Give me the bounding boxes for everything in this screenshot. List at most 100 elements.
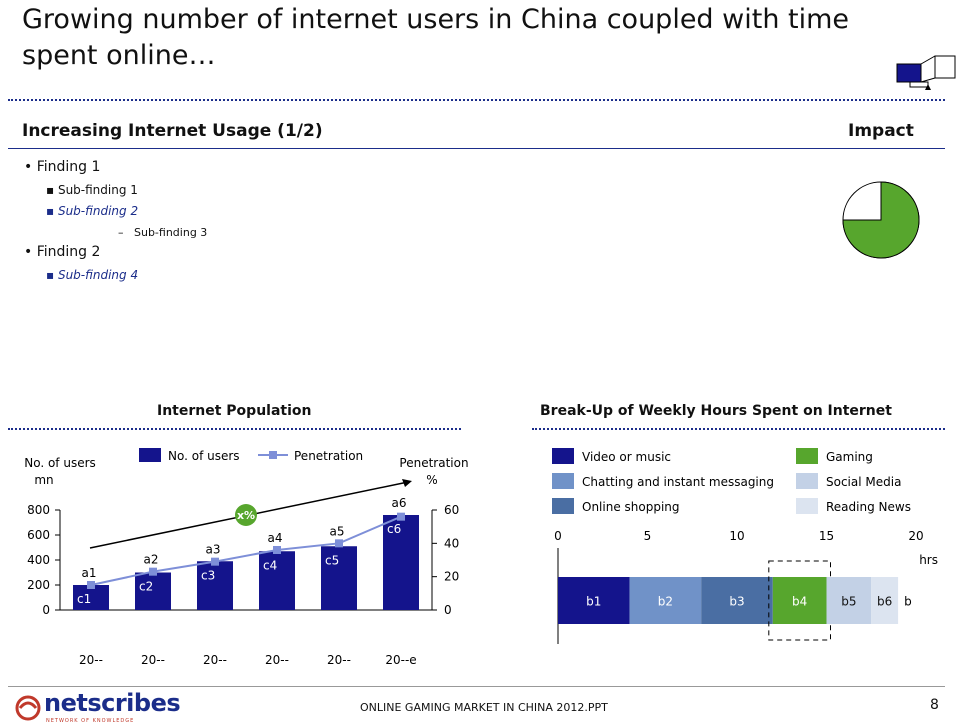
- chart-1-divider: [8, 428, 461, 430]
- stacked-segment: [558, 577, 630, 624]
- penetration-label: a6: [392, 496, 407, 510]
- x-tick-label: 20: [908, 529, 923, 543]
- cagr-bubble: [235, 504, 257, 526]
- penetration-line: [90, 515, 402, 586]
- x-tick-label: 20--: [141, 653, 165, 667]
- page-number: 8: [930, 697, 939, 713]
- weekly-hours-chart: Video or music Chatting and instant messa…: [552, 448, 938, 644]
- internet-population-chart: No. of users mn Penetration% No. of users Pe…: [24, 448, 469, 667]
- section-title: Increasing Internet Usage (1/2): [22, 121, 323, 141]
- stacked-segment: [871, 577, 899, 624]
- segment-label: b1: [586, 595, 601, 609]
- title-divider: [8, 99, 945, 101]
- legend-swatch: [552, 448, 574, 464]
- footer-divider: [8, 686, 945, 687]
- penetration-label: a4: [268, 531, 283, 545]
- x-tick-label: 20--: [327, 653, 351, 667]
- bar-label-users: c2: [139, 580, 153, 594]
- sub-finding-2-label: Sub-finding 2: [57, 204, 139, 218]
- trend-arrow-head: [402, 479, 412, 487]
- bar-users: [197, 561, 233, 610]
- slide-nav-icon: [896, 55, 956, 90]
- impact-pie-slice: [842, 181, 920, 259]
- chart-2-title: Break-Up of Weekly Hours Spent on Intern…: [540, 403, 892, 419]
- stacked-segment: [629, 577, 702, 624]
- segment-label: b3: [729, 595, 744, 609]
- y2-tick-label: 0: [444, 603, 452, 617]
- sub-finding-1: ▪ Sub-finding 1: [46, 183, 138, 197]
- segment-label: b2: [658, 595, 673, 609]
- segment-label: b4: [792, 595, 807, 609]
- penetration-label: a5: [330, 524, 345, 538]
- penetration-label: a2: [144, 553, 159, 567]
- penetration-label: a1: [82, 566, 97, 580]
- x-tick-label: 0: [554, 529, 562, 543]
- y-tick-label: 200: [27, 578, 50, 592]
- x-tick-label: 20--e: [385, 653, 416, 667]
- finding-1: • Finding 1: [24, 159, 101, 175]
- legend-label-users: No. of users: [168, 449, 240, 463]
- x-tick-label: 20--: [203, 653, 227, 667]
- chart-1-title: Internet Population: [157, 403, 312, 419]
- impact-label: Impact: [848, 121, 914, 141]
- y-axis-label: No. of users: [24, 456, 96, 470]
- sub-finding-4: ▪ Sub-finding 4: [46, 268, 139, 282]
- bar-users: [135, 572, 171, 610]
- footer-filename: ONLINE GAMING MARKET IN CHINA 2012.PPT: [360, 701, 608, 714]
- logo-tagline: NETWORK OF KNOWLEDGE: [46, 718, 135, 724]
- x-axis-unit: hrs: [919, 553, 938, 567]
- cagr-label: x%: [237, 509, 255, 522]
- logo-wordmark: netscribes: [44, 689, 181, 717]
- legend-swatch: [552, 473, 574, 489]
- total-label: b: [904, 595, 912, 609]
- sub-finding-4-label: Sub-finding 4: [57, 268, 139, 282]
- bar-label-users: c1: [77, 592, 91, 606]
- penetration-marker: [273, 546, 281, 554]
- sub-finding-1-label: Sub-finding 1: [57, 183, 138, 197]
- x-tick-label: 20--: [79, 653, 103, 667]
- penetration-label: a3: [206, 542, 221, 556]
- penetration-marker: [335, 539, 343, 548]
- legend-label: Gaming: [826, 450, 873, 464]
- bar-label-users: c4: [263, 558, 277, 572]
- bar-label-users: c6: [387, 522, 401, 536]
- legend-swatch: [796, 448, 818, 464]
- bar-users: [321, 546, 357, 610]
- bar-users: [73, 585, 109, 610]
- penetration-marker: [149, 567, 157, 576]
- sub-finding-3: – Sub-finding 3: [118, 226, 208, 239]
- y2-tick-label: 20: [444, 570, 459, 584]
- y-axis-unit: mn: [34, 473, 53, 487]
- stacked-segment: [772, 577, 827, 624]
- y-tick-label: 800: [27, 503, 50, 517]
- bar-users: [259, 551, 295, 610]
- x-tick-label: 5: [644, 529, 652, 543]
- legend-label: Online shopping: [582, 500, 680, 514]
- legend-label-penetration: Penetration: [294, 449, 363, 463]
- impact-pie: [842, 181, 920, 259]
- x-tick-label: 15: [819, 529, 834, 543]
- legend-swatch-users: [139, 448, 161, 462]
- y2-axis-unit: %: [426, 473, 437, 487]
- y-tick-label: 0: [42, 603, 50, 617]
- stacked-segment: [826, 577, 872, 624]
- bar-label-users: c5: [325, 553, 339, 567]
- y-tick-label: 400: [27, 553, 50, 567]
- legend-label: Social Media: [826, 475, 901, 489]
- penetration-marker: [211, 557, 219, 566]
- sub-finding-3-label: Sub-finding 3: [134, 226, 208, 239]
- segment-label: b6: [877, 595, 892, 609]
- legend-label: Chatting and instant messaging: [582, 475, 774, 489]
- chart-2-divider: [532, 428, 945, 430]
- segment-label: b5: [841, 595, 856, 609]
- stacked-segment: [701, 577, 773, 624]
- x-tick-label: 20--: [265, 653, 289, 667]
- legend-swatch: [552, 498, 574, 514]
- finding-2: • Finding 2: [24, 244, 101, 260]
- section-divider: [8, 148, 945, 149]
- y-tick-label: 600: [27, 528, 50, 542]
- finding-2-label: Finding 2: [36, 244, 101, 260]
- netscribes-logo-mark: [15, 695, 41, 721]
- page-title: Growing number of internet users in Chin…: [22, 4, 850, 71]
- penetration-marker: [87, 581, 95, 589]
